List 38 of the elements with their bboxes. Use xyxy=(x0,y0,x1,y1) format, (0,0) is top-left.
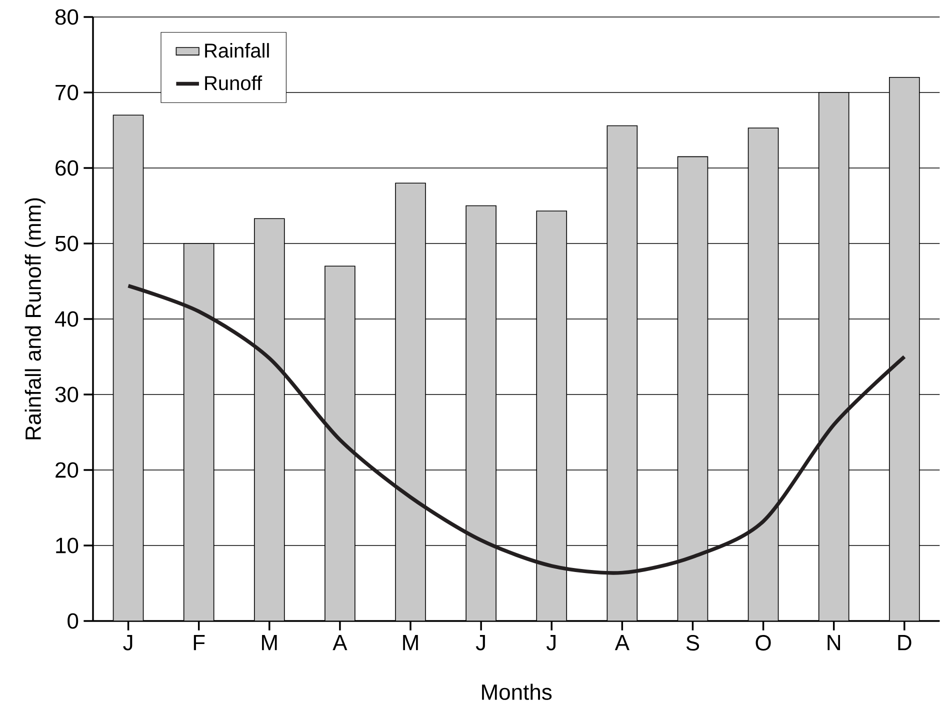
bar xyxy=(606,125,638,621)
x-tick-label: D xyxy=(898,635,912,650)
bar xyxy=(324,266,356,621)
bar xyxy=(536,210,568,621)
x-tick-label: J xyxy=(546,635,556,650)
y-tick-label: 70 xyxy=(56,84,78,100)
x-tick-label: F xyxy=(194,635,205,650)
y-tick-label: 20 xyxy=(56,462,78,478)
bar xyxy=(112,114,144,621)
legend-label: Rainfall xyxy=(205,43,269,58)
x-tick-label: N xyxy=(828,635,840,650)
y-tick-label: 40 xyxy=(54,311,78,327)
y-tick-label: 80 xyxy=(55,9,78,25)
legend-label: Runoff xyxy=(205,76,262,90)
y-tick-label: 50 xyxy=(55,236,78,252)
x-tick-label: O xyxy=(756,635,771,651)
bar xyxy=(183,243,214,621)
bar xyxy=(889,77,920,621)
y-axis-title: Rainfall and Runoff (mm) xyxy=(24,198,46,440)
y-tick-label: 60 xyxy=(56,160,78,176)
y-tick-label: 10 xyxy=(56,538,78,554)
bar xyxy=(818,92,850,621)
x-tick-label: M xyxy=(403,635,418,650)
bar xyxy=(748,128,779,621)
x-tick-label: A xyxy=(332,635,348,650)
x-tick-label: A xyxy=(614,635,630,650)
bar xyxy=(254,218,285,621)
x-tick-label: J xyxy=(476,635,485,650)
y-tick-label: 0 xyxy=(68,613,78,629)
x-tick-label: J xyxy=(123,635,132,650)
bar xyxy=(395,182,426,621)
x-axis-title: Months xyxy=(482,684,552,700)
x-tick-label: M xyxy=(262,635,277,650)
bar xyxy=(466,205,496,621)
x-tick-label: S xyxy=(686,635,700,651)
line-series xyxy=(126,284,906,575)
bar xyxy=(677,156,708,621)
y-tick-label: 30 xyxy=(55,386,78,402)
